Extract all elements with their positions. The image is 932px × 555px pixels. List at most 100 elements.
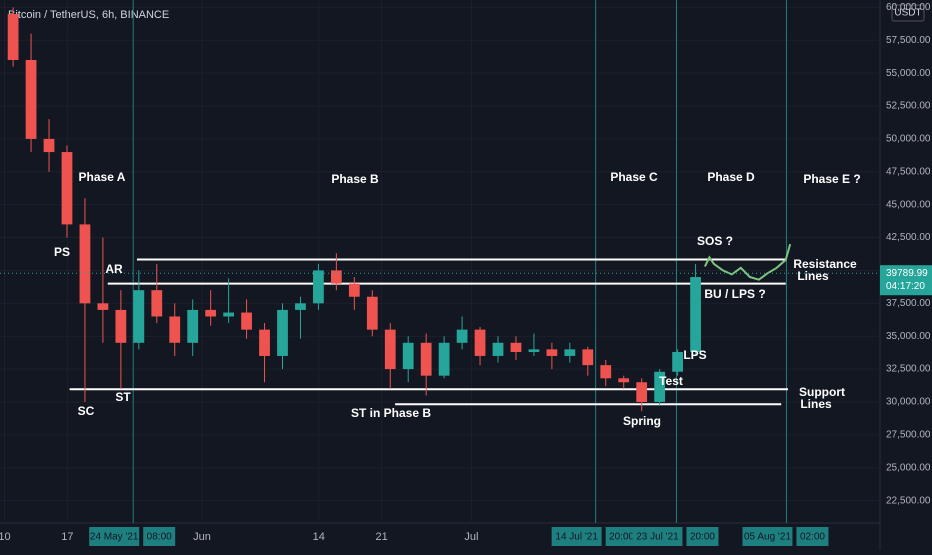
marker-time-box (796, 527, 829, 546)
y-tick-label: 45,000.00 (886, 199, 931, 210)
candle-body (187, 309, 199, 343)
candle-body (654, 371, 666, 402)
marker-date-label: 23 Jul '21 (636, 532, 679, 543)
candle-body (546, 349, 558, 356)
annotation: Phase B (331, 172, 379, 186)
candle-body (169, 316, 181, 343)
marker-date-label: 14 Jul '21 (555, 532, 598, 543)
candle-body (25, 59, 37, 139)
annotation: Phase E ? (803, 172, 860, 186)
candle-body (600, 365, 612, 379)
annotation: Support (799, 385, 845, 399)
candle-body (223, 312, 235, 317)
candle-body (510, 342, 522, 352)
x-tick-label: 10 (0, 531, 11, 543)
y-tick-label: 32,500.00 (886, 364, 931, 375)
candle-body (7, 13, 19, 60)
annotation: ST (115, 390, 131, 404)
marker-date-box (551, 527, 602, 546)
candle-body (133, 290, 145, 343)
y-tick-label: 30,000.00 (886, 397, 931, 408)
annotation: Lines (800, 397, 832, 411)
y-tick-label: 37,500.00 (886, 298, 931, 309)
y-tick-label: 57,500.00 (886, 35, 931, 46)
marker-date-label: 05 Aug '21 (744, 532, 791, 543)
candle-body (456, 329, 468, 343)
y-tick-label: 35,000.00 (886, 331, 931, 342)
candle-body (277, 309, 288, 356)
candle-body (384, 329, 396, 370)
candle-body (348, 283, 360, 297)
y-tick-label: 52,500.00 (886, 101, 931, 112)
candle-body (636, 382, 648, 402)
candle-body (492, 342, 504, 356)
annotation: Resistance (793, 257, 857, 271)
candle-body (115, 309, 127, 343)
annotation: Phase D (707, 170, 755, 184)
x-tick-label: 17 (61, 531, 73, 543)
marker-time-label: 20:00 (609, 532, 634, 543)
annotation: BU / LPS ? (704, 287, 765, 301)
candle-body (259, 329, 270, 356)
marker-time-label: 02:00 (800, 532, 825, 543)
chart-title: Bitcoin / TetherUS, 6h, BINANCE (8, 9, 169, 21)
candle-body (79, 224, 91, 304)
annotation: SOS ? (697, 234, 733, 248)
candle-body (43, 138, 55, 153)
candle-body (97, 303, 109, 310)
candle-body (420, 342, 432, 376)
y-tick-label: 55,000.00 (886, 68, 931, 79)
countdown-label: 04:17:20 (886, 281, 925, 292)
projection-line (704, 243, 792, 281)
y-tick-label: 22,500.00 (886, 495, 931, 506)
annotation: LPS (683, 348, 706, 362)
annotation: SC (78, 404, 95, 418)
marker-date-box (89, 527, 140, 546)
marker-time-box (686, 527, 719, 546)
marker-date-box (632, 527, 683, 546)
annotation: AR (105, 262, 123, 276)
annotation: Phase A (79, 170, 126, 184)
candle-body (438, 342, 450, 376)
candle-body (618, 378, 630, 383)
last-price-label: 39789.99 (886, 268, 928, 279)
marker-date-box (742, 527, 793, 546)
marker-time-label: 20:00 (690, 532, 715, 543)
x-tick-label: 14 (313, 531, 325, 543)
candle-body (313, 270, 324, 304)
annotation: Lines (797, 269, 829, 283)
x-tick-label: 21 (376, 531, 388, 543)
currency-box[interactable] (891, 4, 925, 22)
y-tick-label: 60,000.00 (886, 2, 931, 13)
candle-body (61, 152, 73, 225)
marker-time-box (143, 527, 176, 546)
candle-body (564, 349, 576, 356)
candle-body (241, 312, 252, 330)
candle-body (330, 270, 342, 284)
annotation: Phase C (610, 170, 658, 184)
last-price-box (880, 265, 932, 296)
candle-body (672, 351, 683, 372)
candle-body (474, 329, 486, 356)
annotation: Test (659, 374, 683, 388)
x-tick-label: Jul (464, 531, 478, 543)
plot-area (0, 0, 880, 523)
candle-body (151, 290, 163, 317)
y-tick-label: 25,000.00 (886, 462, 931, 473)
annotation: ST in Phase B (351, 406, 431, 420)
annotation: PS (54, 245, 70, 259)
marker-date-label: 24 May '21 (90, 532, 139, 543)
y-tick-label: 47,500.00 (886, 166, 931, 177)
y-tick-label: 27,500.00 (886, 430, 931, 441)
candle-body (402, 342, 414, 370)
currency-label[interactable]: USDT (894, 8, 921, 19)
marker-time-label: 08:00 (147, 532, 172, 543)
y-tick-label: 50,000.00 (886, 134, 931, 145)
candle-body (366, 296, 378, 330)
marker-time-box (605, 527, 638, 546)
candle-body (528, 349, 540, 352)
candle-body (582, 349, 594, 366)
candle-body (295, 303, 306, 310)
